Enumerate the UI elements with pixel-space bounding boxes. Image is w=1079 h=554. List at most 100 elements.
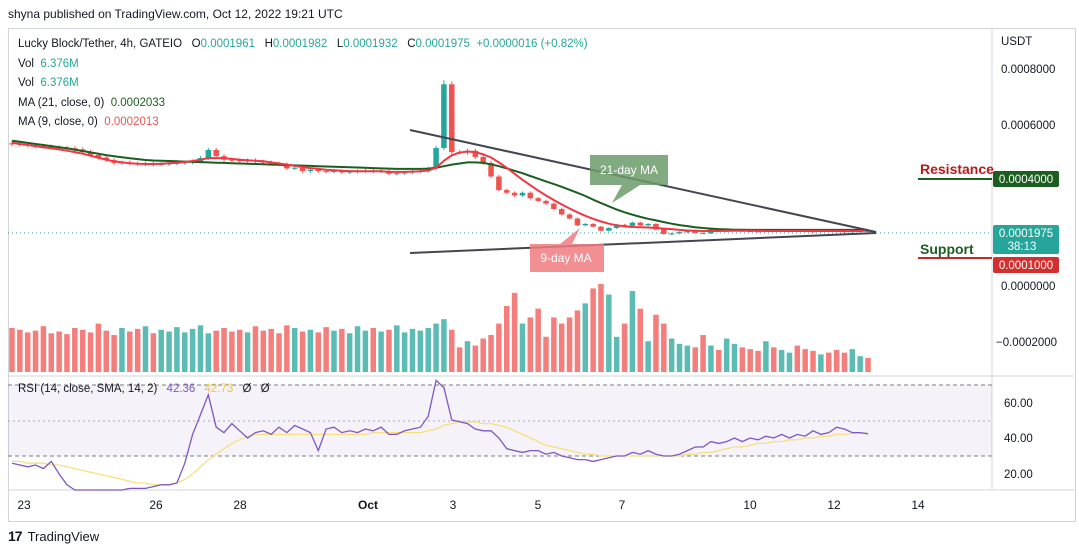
ma21-line bbox=[11, 139, 868, 231]
ohlc-row: Lucky Block/Tether, 4h, GATEIO O0.000196… bbox=[18, 35, 588, 55]
rsi-label: RSI (14, close, SMA, 14, 2) bbox=[18, 383, 158, 395]
candle-body bbox=[229, 159, 235, 161]
volume-bar bbox=[527, 317, 534, 372]
volume-bar bbox=[95, 323, 102, 372]
x-tick-7: 10 bbox=[743, 498, 757, 512]
volume-bar bbox=[653, 314, 659, 372]
rsi-line bbox=[11, 379, 869, 491]
volume-bar bbox=[236, 329, 243, 372]
volume-bar bbox=[692, 347, 698, 372]
vol-row-2: Vol 6.376M bbox=[18, 74, 588, 94]
vol-value-2: 6.376M bbox=[40, 77, 79, 89]
volume-bar bbox=[32, 330, 39, 372]
volume-bar bbox=[739, 347, 746, 372]
volume-bar bbox=[825, 352, 832, 372]
x-tick-3: Oct bbox=[358, 498, 378, 512]
volume-bar bbox=[511, 292, 518, 372]
volume-bar bbox=[166, 331, 172, 372]
volume-bar bbox=[150, 333, 157, 372]
volume-bar bbox=[496, 323, 502, 372]
candle-body bbox=[590, 223, 596, 227]
high-label: H bbox=[264, 38, 273, 50]
currency-label: USDT bbox=[1001, 36, 1032, 48]
footer: 17 TradingView bbox=[8, 528, 99, 544]
volume-bar bbox=[684, 345, 691, 372]
volume-bar bbox=[857, 356, 863, 372]
price-tick-2: 0.0000000 bbox=[1001, 281, 1055, 293]
change-value: +0.0000016 (+0.82%) bbox=[476, 38, 588, 50]
volume-bar bbox=[229, 331, 235, 372]
volume-bar bbox=[134, 328, 141, 372]
volume-bar bbox=[763, 341, 769, 372]
volume-bar bbox=[786, 352, 793, 372]
symbol-title[interactable]: Lucky Block/Tether, 4h, GATEIO bbox=[18, 38, 183, 50]
volume-bar bbox=[833, 350, 840, 372]
ma21-callout-text: 21-day MA bbox=[600, 163, 658, 177]
volume-bar bbox=[794, 345, 801, 372]
volume-bar bbox=[354, 326, 361, 372]
x-tick-1: 26 bbox=[149, 498, 163, 512]
volume-bar bbox=[182, 332, 188, 372]
volume-bar bbox=[409, 328, 416, 372]
candle-body bbox=[9, 143, 15, 145]
volume-bar bbox=[574, 310, 581, 372]
volume-bar bbox=[64, 334, 70, 372]
volume-bar bbox=[480, 338, 486, 372]
volume-bar bbox=[464, 341, 471, 372]
volume-bar bbox=[472, 345, 479, 372]
vol-value-1: 6.376M bbox=[40, 57, 79, 70]
lower-trendline bbox=[409, 232, 877, 254]
candle-body bbox=[519, 192, 526, 196]
volume-bar bbox=[716, 350, 722, 372]
volume-bar bbox=[668, 338, 675, 372]
volume-bar bbox=[9, 328, 15, 372]
chart-legend: Lucky Block/Tether, 4h, GATEIO O0.000196… bbox=[18, 35, 588, 133]
volume-bar bbox=[307, 329, 314, 372]
countdown: 38:13 bbox=[1008, 241, 1037, 253]
candle-body bbox=[488, 162, 494, 177]
candle-body bbox=[692, 231, 698, 233]
tradingview-logo-icon: 17 bbox=[8, 528, 23, 544]
volume-bar bbox=[849, 349, 856, 372]
x-tick-6: 7 bbox=[619, 498, 626, 512]
candle-body bbox=[441, 84, 447, 149]
candle-body bbox=[865, 231, 871, 233]
chart-frame[interactable] bbox=[8, 28, 1076, 522]
candle-body bbox=[496, 176, 502, 191]
volume-bar bbox=[621, 323, 628, 372]
last-price-badge: 0.0001975 38:13 bbox=[993, 225, 1059, 254]
candle-body bbox=[653, 223, 659, 230]
ma9-label: MA (9, close, 0) bbox=[18, 116, 98, 128]
ma9-row: MA (9, close, 0) 0.0002013 bbox=[18, 113, 588, 133]
volume-bar bbox=[244, 332, 251, 372]
ma21-label: MA (21, close, 0) bbox=[18, 96, 105, 109]
volume-bar bbox=[189, 328, 196, 372]
candle-body bbox=[637, 222, 644, 226]
volume-bar bbox=[197, 325, 204, 372]
candle-body bbox=[582, 223, 589, 226]
candle-body bbox=[323, 171, 329, 173]
x-tick-5: 5 bbox=[535, 498, 542, 512]
candle-body bbox=[598, 226, 604, 231]
volume-bar bbox=[17, 329, 23, 372]
volume-bar bbox=[142, 326, 149, 372]
candle-body bbox=[551, 203, 557, 210]
ma9-callout-text: 9-day MA bbox=[540, 251, 591, 265]
candle-body bbox=[315, 169, 322, 172]
volume-bar bbox=[535, 308, 541, 372]
ma9-callout: 9-day MA bbox=[530, 228, 604, 272]
candle-body bbox=[558, 209, 565, 215]
ma9-line bbox=[11, 141, 869, 232]
candle-body bbox=[291, 167, 298, 169]
support-price-badge: 0.0001000 bbox=[993, 257, 1059, 273]
volume-bar bbox=[24, 332, 31, 372]
volume-bar bbox=[268, 328, 274, 372]
volume-bar bbox=[747, 349, 753, 372]
volume-bar bbox=[637, 308, 644, 372]
candle-body bbox=[95, 154, 102, 158]
candle-body bbox=[629, 222, 636, 226]
volume-bar bbox=[401, 332, 408, 372]
footer-brand[interactable]: TradingView bbox=[27, 528, 100, 544]
candle-body bbox=[205, 149, 212, 159]
